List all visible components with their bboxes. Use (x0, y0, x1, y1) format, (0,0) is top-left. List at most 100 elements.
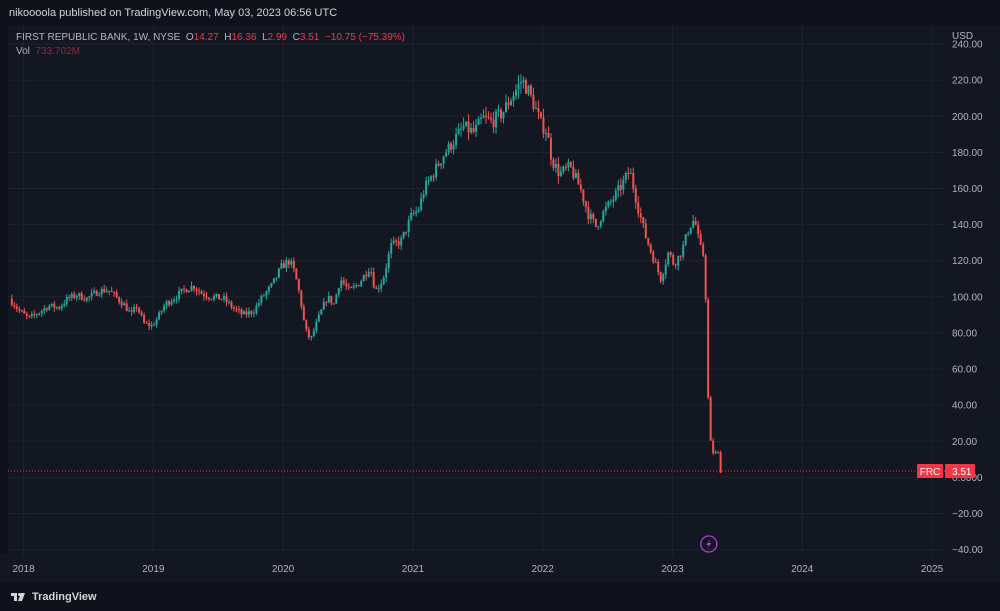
candle-down (594, 218, 597, 227)
candle-down (10, 298, 13, 306)
y-tick-label: 0.0000 (952, 473, 983, 484)
candle-up (462, 125, 465, 129)
candle-up (512, 95, 515, 101)
candle-up (123, 303, 126, 306)
candle-up (190, 286, 193, 291)
candle-up (559, 171, 562, 177)
candle-up (477, 118, 480, 125)
candle-up (188, 290, 191, 293)
candle-up (602, 211, 605, 222)
candle-up (227, 301, 230, 303)
candle-down (644, 223, 647, 239)
low-label: L (262, 32, 268, 43)
symbol-title[interactable]: FIRST REPUBLIC BANK, 1W, NYSE (16, 32, 181, 43)
y-tick-label: 140.00 (952, 220, 983, 231)
candle-down (632, 172, 635, 189)
candle-up (410, 212, 413, 220)
change-value: −10.75 (−75.39%) (324, 32, 405, 43)
candle-up (482, 115, 485, 118)
candle-up (609, 201, 612, 203)
candle-up (155, 319, 158, 325)
candle-down (717, 452, 720, 454)
low-value: 2.99 (267, 32, 288, 43)
candle-down (450, 143, 453, 150)
candle-up (340, 280, 343, 289)
candle-down (679, 255, 682, 257)
candle-down (699, 233, 702, 245)
candle-up (420, 197, 423, 210)
candle-up (519, 82, 522, 84)
candle-up (382, 277, 385, 284)
candle-up (35, 314, 38, 316)
candle-up (220, 298, 223, 300)
candle-up (614, 190, 617, 200)
candle-up (88, 296, 91, 298)
candle-down (647, 238, 650, 245)
y-tick-label: 100.00 (952, 292, 983, 303)
candle-down (524, 80, 527, 94)
candle-down (437, 163, 440, 166)
candle-up (544, 133, 547, 135)
candle-down (113, 292, 116, 294)
candle-up (215, 294, 218, 297)
candle-down (145, 322, 148, 324)
candle-down (532, 94, 535, 109)
y-tick-label: 160.00 (952, 184, 983, 195)
y-tick-label: 120.00 (952, 256, 983, 267)
candle-up (262, 295, 265, 297)
candle-down (210, 298, 213, 300)
candle-up (85, 297, 88, 301)
open-label: O (185, 32, 194, 43)
candle-down (295, 268, 298, 280)
candle-down (250, 311, 253, 314)
candle-up (517, 83, 520, 90)
candle-down (490, 117, 493, 120)
candle-down (485, 115, 488, 117)
candle-up (128, 310, 131, 312)
brand-name[interactable]: TradingView (32, 590, 97, 603)
candle-up (367, 272, 370, 277)
candle-up (417, 209, 420, 212)
close-value: 3.51 (299, 32, 320, 43)
candle-down (564, 166, 567, 168)
y-tick-label: 20.00 (952, 437, 977, 448)
y-tick-label: 200.00 (952, 112, 983, 123)
candle-down (140, 312, 143, 316)
candle-up (480, 117, 483, 119)
candle-down (370, 272, 373, 274)
candle-down (25, 313, 28, 316)
candle-down (230, 301, 233, 308)
candle-down (579, 184, 582, 190)
candle-down (148, 323, 151, 327)
y-tick-label: −40.00 (952, 545, 983, 556)
grid (8, 26, 945, 555)
candle-down (507, 102, 510, 106)
candle-up (574, 173, 577, 178)
candle-up (684, 234, 687, 245)
candle-down (492, 119, 495, 128)
candle-up (317, 314, 320, 322)
candle-up (617, 185, 620, 191)
candle-up (312, 330, 315, 336)
candle-down (240, 309, 243, 315)
candle-up (504, 102, 507, 112)
candle-down (282, 263, 285, 268)
x-tick-label: 2018 (12, 564, 35, 575)
y-tick-label: 40.00 (952, 401, 977, 412)
candle-up (337, 288, 340, 295)
candle-up (562, 166, 565, 172)
candle-up (415, 211, 418, 214)
tradingview-logo-icon[interactable] (10, 591, 28, 603)
candle-up (457, 129, 460, 135)
candle-down (225, 296, 228, 303)
candle-up (173, 299, 176, 302)
candle-up (360, 281, 363, 287)
candle-down (659, 272, 662, 282)
candle-up (612, 199, 615, 202)
candle-up (392, 240, 395, 244)
candle-up (175, 299, 178, 301)
candle-up (150, 324, 153, 327)
candle-up (310, 335, 313, 338)
candle-down (125, 303, 128, 311)
